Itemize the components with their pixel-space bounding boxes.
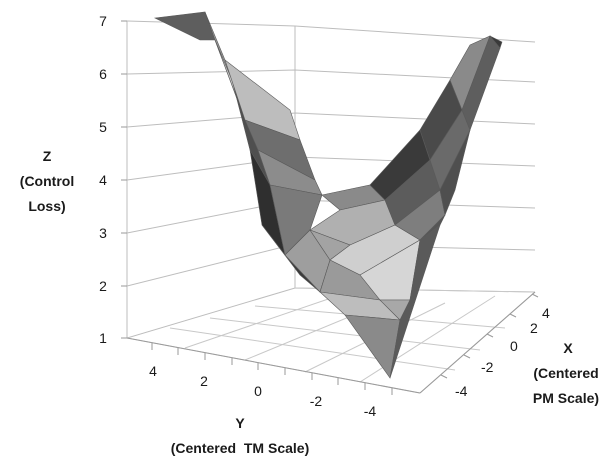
y-axis-line [126, 337, 421, 394]
x-tick-labels: 4 2 0 -2 -4 [455, 305, 550, 399]
y-tick-label: 4 [149, 363, 157, 379]
z-tick-label: 2 [99, 278, 107, 294]
x-tick-label: 2 [530, 320, 538, 336]
y-tick-label: 2 [200, 373, 208, 389]
x-axis-title-line: X [563, 340, 573, 356]
tick-marks [121, 20, 539, 395]
surface-facet [153, 11, 216, 41]
floor-grid [126, 287, 536, 394]
z-axis-title: Z (Control Loss) [20, 148, 74, 214]
surface-facet [489, 35, 503, 49]
z-tick-labels: 1 2 3 4 5 6 7 [99, 13, 107, 346]
floor-grid-line [209, 317, 481, 351]
z-axis-title-line: (Control [20, 173, 74, 189]
z-tick-label: 1 [99, 330, 107, 346]
z-tick-label: 3 [99, 225, 107, 241]
floor-grid-line [169, 327, 456, 371]
x-axis-title-line: PM Scale) [533, 390, 599, 406]
y-tick-label: 0 [254, 383, 262, 399]
x-tick-mark [486, 333, 494, 338]
axis-lines [126, 291, 536, 394]
x-tick-label: -4 [455, 383, 468, 399]
y-tick-label: -2 [310, 393, 323, 409]
y-axis-title: Y (Centered TM Scale) [171, 415, 309, 456]
z-tick-label: 5 [99, 119, 107, 135]
surface-facet [419, 214, 446, 241]
x-tick-label: -2 [481, 359, 494, 375]
floor-grid-line [184, 294, 341, 349]
x-tick-label: 0 [510, 338, 518, 354]
z-axis-title-line: Loss) [28, 198, 65, 214]
y-tick-label: -4 [364, 403, 377, 419]
x-tick-mark [463, 354, 471, 359]
y-tick-labels: 4 2 0 -2 -4 [149, 363, 376, 419]
x-tick-mark [509, 313, 517, 318]
x-tick-mark [440, 374, 448, 379]
x-axis-line [419, 291, 536, 394]
surface-facet [439, 129, 471, 217]
x-tick-mark [531, 293, 539, 298]
z-tick-label: 7 [99, 13, 107, 29]
x-axis-title-line: (Centered [533, 365, 598, 381]
x-tick-label: 4 [542, 305, 550, 321]
z-axis-title-line: Z [43, 148, 52, 164]
z-tick-label: 6 [99, 66, 107, 82]
surface [153, 11, 503, 379]
gridline-z-4 [126, 156, 536, 181]
x-axis-title: X (Centered PM Scale) [533, 340, 599, 406]
y-axis-title-line: (Centered TM Scale) [171, 440, 309, 456]
z-tick-label: 4 [99, 172, 107, 188]
y-axis-title-line: Y [235, 415, 245, 431]
